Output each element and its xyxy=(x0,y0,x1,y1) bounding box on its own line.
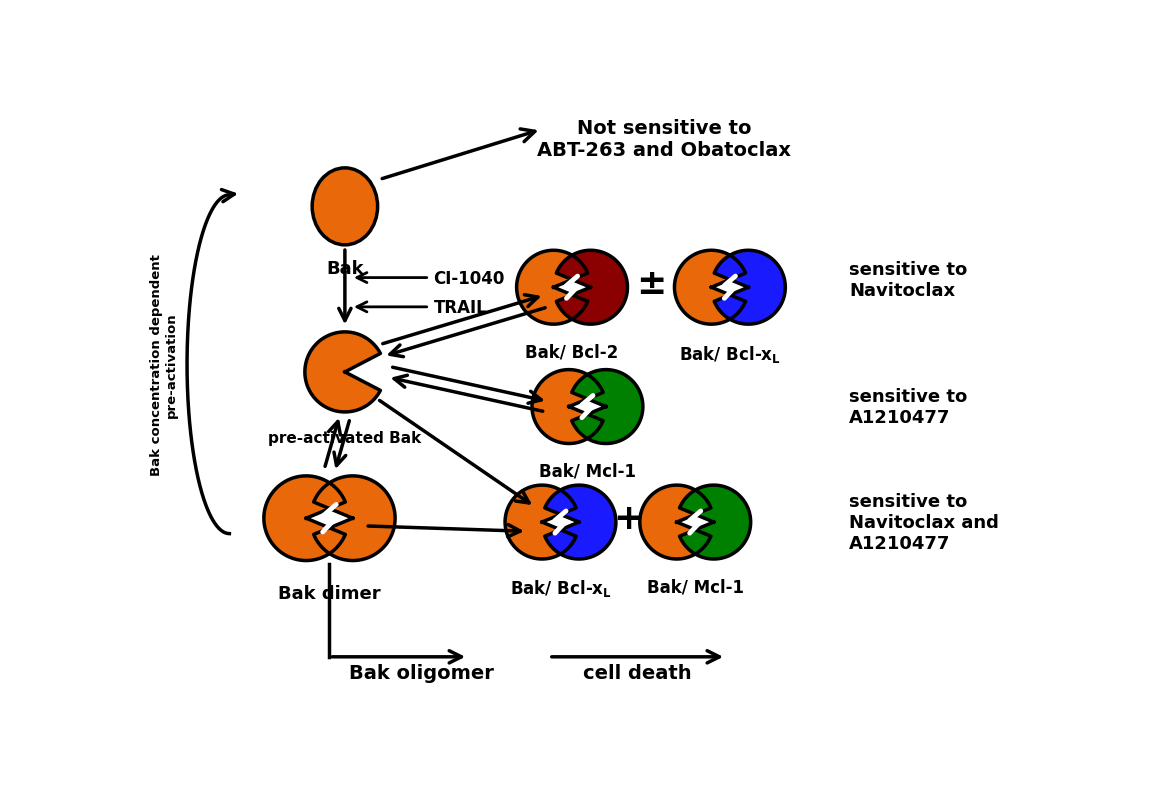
Text: Bak/ Mcl-1: Bak/ Mcl-1 xyxy=(647,578,743,596)
Text: ±: ± xyxy=(636,267,666,301)
Polygon shape xyxy=(640,486,711,560)
Text: Bak/ Bcl-2: Bak/ Bcl-2 xyxy=(525,343,619,361)
Text: Bak oligomer: Bak oligomer xyxy=(350,663,494,682)
Polygon shape xyxy=(305,332,381,413)
Text: Bak/ Bcl-x$_\mathregular{L}$: Bak/ Bcl-x$_\mathregular{L}$ xyxy=(509,578,612,599)
Text: sensitive to
A1210477: sensitive to A1210477 xyxy=(849,388,967,426)
Text: sensitive to
Navitoclax: sensitive to Navitoclax xyxy=(849,261,967,300)
Ellipse shape xyxy=(312,169,377,246)
Text: Bak/ Mcl-1: Bak/ Mcl-1 xyxy=(539,463,636,480)
Polygon shape xyxy=(714,251,785,324)
Polygon shape xyxy=(572,370,643,444)
Text: Not sensitive to
ABT-263 and Obatoclax: Not sensitive to ABT-263 and Obatoclax xyxy=(537,119,791,160)
Text: TRAIL: TRAIL xyxy=(433,299,487,316)
Polygon shape xyxy=(679,486,750,560)
Polygon shape xyxy=(675,251,746,324)
Polygon shape xyxy=(557,251,628,324)
Text: pre-activated Bak: pre-activated Bak xyxy=(268,430,422,445)
Polygon shape xyxy=(516,251,587,324)
Text: CI-1040: CI-1040 xyxy=(433,269,504,287)
Polygon shape xyxy=(532,370,603,444)
Text: Bak: Bak xyxy=(326,259,363,277)
Polygon shape xyxy=(506,486,577,560)
Text: Bak/ Bcl-x$_\mathregular{L}$: Bak/ Bcl-x$_\mathregular{L}$ xyxy=(679,343,781,365)
Polygon shape xyxy=(263,476,345,560)
Text: +: + xyxy=(613,502,643,536)
Polygon shape xyxy=(545,486,616,560)
Polygon shape xyxy=(313,476,395,560)
Text: sensitive to
Navitoclax and
A1210477: sensitive to Navitoclax and A1210477 xyxy=(849,493,1000,552)
Text: cell death: cell death xyxy=(584,663,692,682)
Text: Bak concentration dependent
pre-activation: Bak concentration dependent pre-activati… xyxy=(150,254,178,475)
Text: Bak dimer: Bak dimer xyxy=(278,584,381,602)
